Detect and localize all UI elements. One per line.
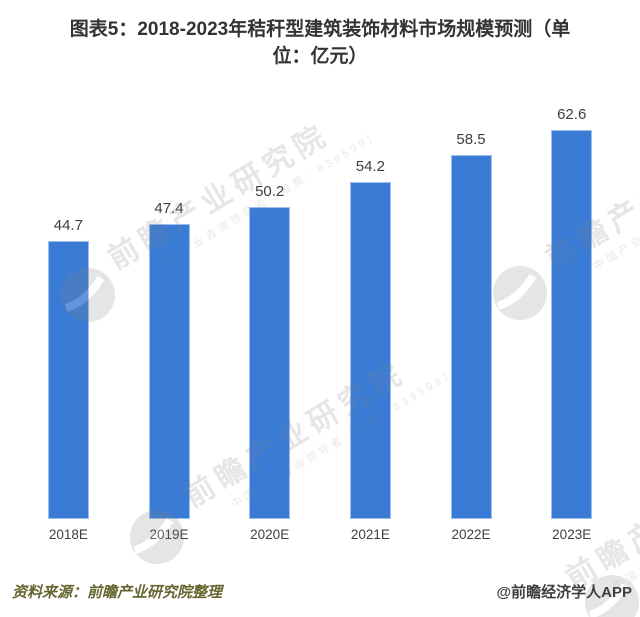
bar [349,182,391,519]
bar-value-label: 47.4 [154,200,184,217]
page-title-line2: 位：亿元） [272,46,368,67]
bar-column: 54.2 [320,0,421,519]
bar-column: 62.6 [521,0,622,519]
x-axis-label: 2022E [451,527,491,542]
x-axis-label: 2023E [552,527,592,542]
bar-column: 58.5 [421,0,522,519]
bar-value-label: 44.7 [53,217,83,234]
credit-note: @前瞻经济学人APP [496,584,632,601]
bar-column: 47.4 [119,0,220,519]
plot-area: 44.7 47.4 50.2 54.2 58.5 62.6 [18,0,622,519]
source-note: 资料来源：前瞻产业研究院整理 [12,584,223,601]
bar-value-label: 50.2 [255,183,285,200]
bar [47,241,89,519]
x-axis-label: 2021E [350,527,390,542]
bar [551,130,593,519]
page-title-line1: 图表5：2018-2023年秸秆型建筑装饰材料市场规模预测（单 [69,19,571,40]
bar-value-label: 62.6 [557,106,587,123]
bar [148,224,190,519]
x-axis-label: 2019E [149,527,189,542]
bar-value-label: 54.2 [355,158,385,175]
x-axis-label: 2020E [250,527,290,542]
bar-column: 50.2 [219,0,320,519]
bar-value-label: 58.5 [456,131,486,148]
bar [450,155,492,519]
page-title: 图表5：2018-2023年秸秆型建筑装饰材料市场规模预测（单 位：亿元） [0,16,640,70]
x-axis: 2018E 2019E 2020E 2021E 2022E 2023E [18,527,622,542]
bar-column: 44.7 [18,0,119,519]
bar [249,207,291,519]
x-axis-label: 2018E [48,527,88,542]
